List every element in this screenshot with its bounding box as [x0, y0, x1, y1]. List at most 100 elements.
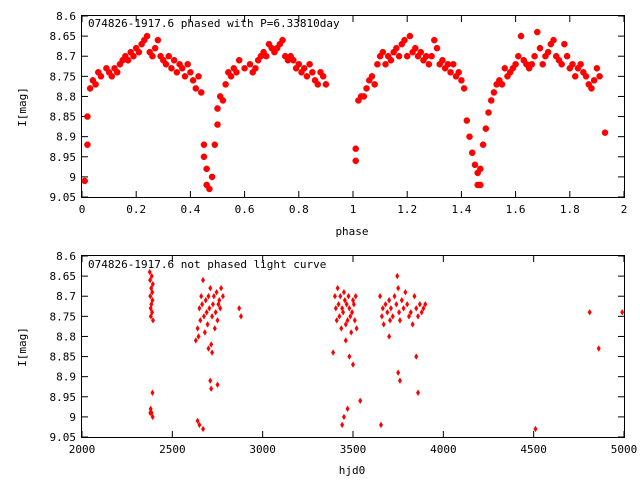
unphased-data-point	[344, 301, 349, 308]
phased-data-point	[352, 157, 359, 164]
phased-data-point	[146, 49, 153, 56]
phased-data-point	[306, 61, 313, 68]
phased-data-point	[192, 85, 200, 92]
phased-data-point	[406, 32, 414, 40]
phased-data-point	[601, 129, 609, 136]
phased-data-point	[122, 53, 129, 60]
phased-data-point	[170, 57, 178, 64]
phased-data-point	[520, 57, 527, 64]
unphased-x-tick-label: 3000	[249, 443, 276, 456]
phased-y-tick-label: 8.65	[50, 30, 77, 43]
unphased-data-point	[587, 309, 592, 316]
phased-data-point	[314, 81, 321, 88]
phased-data-point	[84, 141, 91, 148]
unphased-data-point	[387, 297, 392, 304]
phased-y-axis-label: I[mag]	[16, 87, 29, 127]
unphased-data-point	[199, 293, 204, 300]
unphased-data-point	[205, 321, 210, 328]
phased-data-point	[298, 69, 305, 76]
phased-x-tick-label: 1.2	[397, 203, 417, 216]
phased-data-point	[588, 85, 595, 92]
unphased-data-point	[197, 305, 202, 312]
phased-data-point	[485, 109, 492, 116]
unphased-data-point	[533, 425, 538, 433]
phased-data-point	[558, 61, 565, 68]
unphased-x-tick-label: 4000	[430, 443, 457, 456]
phased-data-point	[217, 93, 224, 100]
unphased-x-axis-label: hjd0	[339, 464, 366, 477]
unphased-data-point	[148, 293, 153, 300]
unphased-data-point	[150, 309, 155, 316]
phased-data-point	[119, 57, 126, 64]
phased-data-point	[268, 44, 275, 52]
unphased-data-point	[151, 317, 156, 324]
phased-y-tick-label: 8.75	[50, 70, 77, 83]
phased-data-point	[376, 53, 384, 60]
phased-data-point	[363, 85, 370, 92]
phased-data-point	[86, 85, 94, 92]
unphased-data-point	[396, 284, 401, 292]
phased-data-point	[523, 61, 530, 68]
unphased-y-tick-label: 9.05	[50, 431, 77, 444]
unphased-data-point	[150, 289, 155, 296]
unphased-y-tick-label: 8.8	[56, 330, 76, 343]
unphased-data-point	[394, 301, 399, 308]
phased-data-point	[295, 61, 302, 68]
unphased-data-point	[150, 297, 155, 304]
phased-data-point	[368, 73, 376, 80]
unphased-x-tick-label: 4500	[520, 443, 547, 456]
phased-data-point	[290, 57, 297, 64]
unphased-data-point	[380, 305, 385, 312]
phased-data-point	[517, 32, 525, 40]
phased-data-point	[469, 149, 476, 156]
phased-data-point	[509, 65, 517, 72]
unphased-data-point	[401, 305, 406, 312]
unphased-data-point	[195, 417, 200, 425]
unphased-data-point	[219, 284, 224, 292]
unphased-data-point	[196, 333, 201, 340]
phased-chart-panel: 0 0.2 0.4 0.6 0.8 1 1.2 1.4 1.6 1.8 2 8.6 8.65 8.7 8.7…	[16, 10, 627, 238]
phased-data-point	[582, 73, 590, 80]
unphased-data-point	[379, 313, 384, 320]
unphased-data-point	[218, 305, 223, 312]
phased-data-point	[173, 69, 181, 76]
phased-data-point	[165, 53, 172, 60]
phased-data-point	[230, 65, 237, 72]
unphased-data-point	[345, 405, 350, 413]
phased-data-point	[219, 97, 227, 104]
phased-data-point	[252, 65, 259, 72]
phased-data-point	[143, 32, 151, 40]
unphased-data-point	[215, 381, 220, 388]
phased-data-point	[203, 181, 210, 189]
phased-data-point	[214, 105, 221, 112]
phased-x-tick-label: 1	[350, 203, 357, 216]
phased-x-tick-label: 1.4	[451, 203, 471, 216]
unphased-data-point	[397, 317, 402, 324]
unphased-data-point	[206, 293, 211, 300]
unphased-data-point	[200, 301, 205, 308]
unphased-data-point	[210, 349, 215, 356]
phased-plot-frame	[81, 15, 625, 198]
phased-x-tick-label: 0	[79, 203, 86, 216]
unphased-data-point	[412, 293, 417, 300]
phased-data-point	[539, 61, 546, 68]
unphased-data-point	[149, 272, 154, 280]
phased-x-tick-label: 0.4	[180, 203, 200, 216]
phased-data-point	[95, 69, 102, 76]
phased-data-point	[525, 65, 533, 72]
phased-x-tick-label: 1.8	[560, 203, 580, 216]
phased-data-point	[547, 40, 555, 48]
unphased-data-point	[215, 317, 220, 324]
unphased-data-point	[596, 345, 601, 352]
unphased-data-point	[403, 289, 408, 296]
phased-y-tick-label: 8.6	[56, 10, 76, 23]
phased-data-point	[260, 49, 267, 56]
unphased-data-point	[414, 305, 419, 312]
phased-data-point	[360, 93, 368, 100]
phased-y-tick-label: 9.05	[50, 191, 77, 204]
phased-data-point	[179, 65, 186, 72]
phased-data-point	[206, 185, 213, 193]
unphased-data-point	[338, 293, 343, 300]
phased-data-point	[114, 69, 121, 76]
phased-data-point	[534, 28, 541, 36]
